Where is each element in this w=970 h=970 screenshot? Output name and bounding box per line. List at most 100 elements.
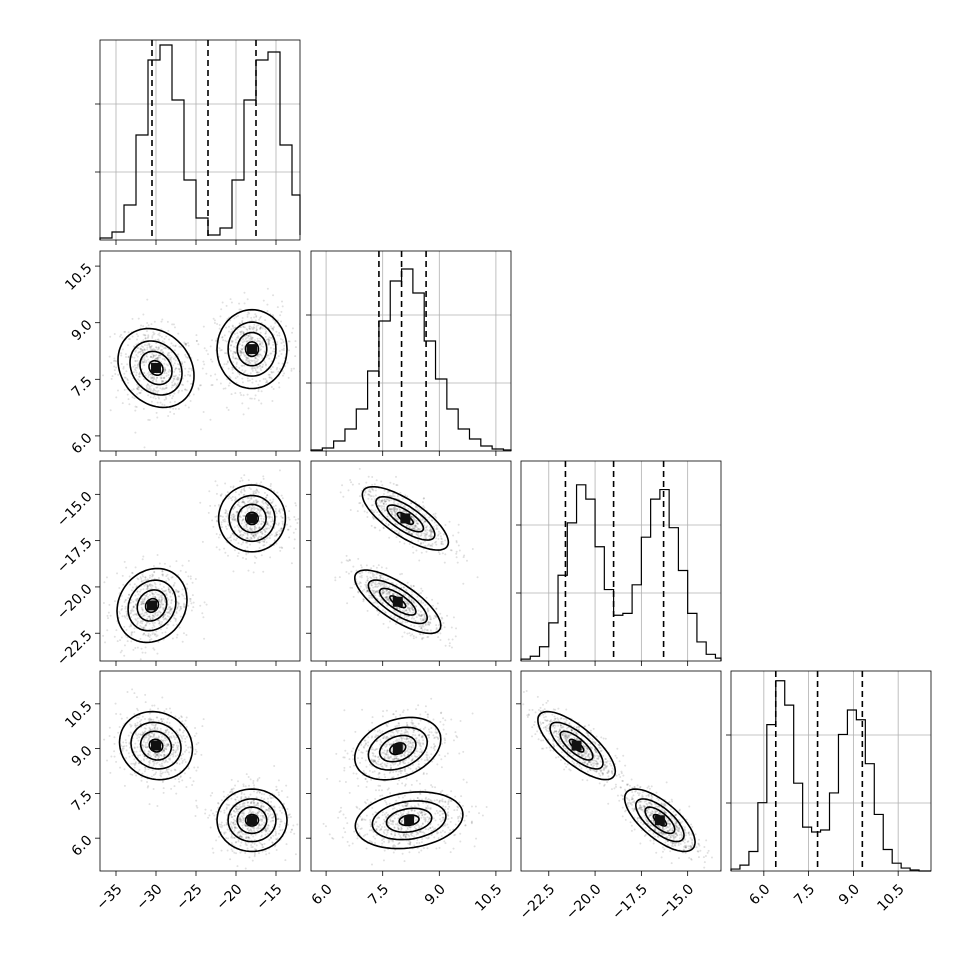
sample-point xyxy=(143,446,146,449)
sample-point xyxy=(403,609,406,612)
sample-point xyxy=(402,528,405,531)
density-contour xyxy=(127,579,177,632)
sample-point xyxy=(181,593,184,596)
sample-point xyxy=(246,507,249,510)
sample-point xyxy=(163,404,166,407)
sample-point xyxy=(142,732,145,735)
sample-point xyxy=(133,368,136,371)
sample-point xyxy=(154,583,157,586)
sample-point xyxy=(411,527,414,530)
sample-point xyxy=(219,349,222,352)
sample-point xyxy=(123,625,126,628)
sample-point xyxy=(422,633,425,636)
sample-point xyxy=(151,622,154,625)
sample-point xyxy=(138,372,141,375)
sample-point xyxy=(177,389,180,392)
sample-point xyxy=(167,414,170,417)
sample-point xyxy=(361,504,364,507)
sample-point xyxy=(165,335,168,338)
sample-point xyxy=(261,814,264,817)
sample-point xyxy=(152,347,155,350)
sample-point xyxy=(150,723,153,726)
sample-point xyxy=(241,364,244,367)
sample-point xyxy=(361,505,364,508)
sample-point xyxy=(260,509,263,512)
sample-point xyxy=(243,812,246,815)
sample-point xyxy=(163,755,166,758)
sample-point xyxy=(267,343,270,346)
sample-point xyxy=(168,351,171,354)
sample-point xyxy=(231,826,234,829)
sample-point xyxy=(425,533,428,536)
sample-point xyxy=(429,622,432,625)
sample-point xyxy=(265,330,268,333)
sample-point xyxy=(116,572,119,575)
sample-point xyxy=(113,755,116,758)
sample-point xyxy=(258,547,261,550)
sample-point xyxy=(156,593,159,596)
sample-point xyxy=(253,801,256,804)
sample-point xyxy=(201,725,204,728)
sample-point xyxy=(455,556,458,559)
sample-point xyxy=(377,613,380,616)
sample-point xyxy=(141,620,144,623)
sample-point xyxy=(430,535,433,538)
sample-point xyxy=(180,757,183,760)
sample-point xyxy=(258,526,261,529)
sample-point xyxy=(422,636,425,639)
sample-point xyxy=(143,359,146,362)
sample-point xyxy=(229,349,232,352)
sample-point xyxy=(265,508,268,511)
sample-point xyxy=(439,612,442,615)
sample-point xyxy=(396,508,399,511)
sample-point xyxy=(415,533,418,536)
sample-point xyxy=(428,529,431,532)
sample-point xyxy=(267,809,270,812)
sample-point xyxy=(424,622,427,625)
sample-point xyxy=(232,818,235,821)
sample-point xyxy=(284,505,287,508)
sample-point xyxy=(152,388,155,391)
sample-point xyxy=(381,590,384,593)
sample-point xyxy=(366,609,369,612)
sample-point xyxy=(144,717,147,720)
sample-point xyxy=(147,753,150,756)
sample-point xyxy=(379,577,382,580)
sample-point xyxy=(145,595,148,598)
sample-point xyxy=(260,805,263,808)
sample-point xyxy=(420,614,423,617)
sample-point xyxy=(129,773,132,776)
sample-point xyxy=(133,764,136,767)
sample-point xyxy=(173,616,176,619)
sample-point xyxy=(412,599,415,602)
sample-point xyxy=(255,327,258,330)
sample-point xyxy=(370,495,373,498)
sample-point xyxy=(145,330,148,333)
sample-point xyxy=(375,577,378,580)
sample-point xyxy=(276,838,279,841)
sample-point xyxy=(235,510,238,513)
sample-point xyxy=(358,582,361,585)
sample-point xyxy=(266,522,269,525)
sample-point xyxy=(373,589,376,592)
sample-point xyxy=(279,511,282,514)
sample-point xyxy=(279,809,282,812)
sample-point xyxy=(452,616,455,619)
sample-point xyxy=(175,588,178,591)
sample-point xyxy=(209,826,212,829)
sample-point xyxy=(257,324,260,327)
sample-point xyxy=(131,773,134,776)
sample-point xyxy=(173,377,176,380)
sample-point xyxy=(394,507,397,510)
sample-point xyxy=(205,603,208,606)
sample-point xyxy=(156,553,159,556)
sample-point xyxy=(251,507,254,510)
sample-point xyxy=(148,754,151,757)
sample-point xyxy=(412,551,415,554)
sample-point xyxy=(365,564,368,567)
sample-point xyxy=(259,353,262,356)
sample-point xyxy=(267,340,270,343)
sample-point xyxy=(438,552,441,555)
sample-point xyxy=(163,337,166,340)
sample-point xyxy=(263,816,266,819)
